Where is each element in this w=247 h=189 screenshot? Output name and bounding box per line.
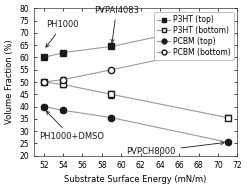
Text: PVPAI4083: PVPAI4083 (94, 5, 139, 43)
Y-axis label: Volume Fraction (%): Volume Fraction (%) (5, 40, 14, 124)
X-axis label: Substrate Surface Energy (mN/m): Substrate Surface Energy (mN/m) (64, 175, 207, 184)
Legend: P3HT (top), P3HT (bottom), PCBM (top), PCBM (bottom): P3HT (top), P3HT (bottom), PCBM (top), P… (154, 12, 233, 60)
Text: PH1000: PH1000 (46, 20, 79, 47)
Text: PH1000+DMSO: PH1000+DMSO (39, 111, 104, 141)
Text: PVPCH8000: PVPCH8000 (126, 141, 224, 156)
